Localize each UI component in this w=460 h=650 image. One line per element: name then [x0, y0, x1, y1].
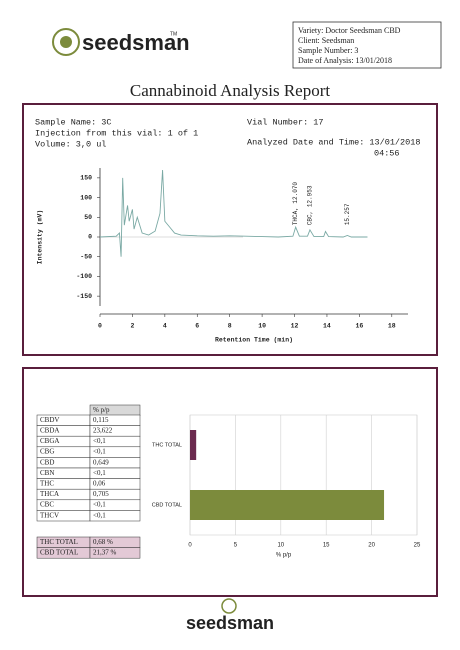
cell-text: CBDA: [40, 427, 59, 435]
y-tick-label: -100: [76, 273, 92, 280]
y-axis-label: Intensity (mV): [37, 210, 44, 265]
bar: [190, 430, 197, 460]
chromatogram-panel: [22, 103, 438, 356]
sample-name: Sample Name: 3C: [35, 117, 112, 127]
x-tick-label: 18: [388, 323, 396, 330]
peak-label: THCA, 12.070: [292, 182, 299, 226]
cell-text: 23,622: [93, 427, 113, 435]
cell-text: 0,06: [93, 480, 106, 488]
cell-text: <0,1: [93, 511, 106, 519]
x-tick-label: 16: [355, 323, 363, 330]
totals-chart: 0 5 10 15 20 25 % p/p THC TOTAL CBD TOTAL: [152, 414, 421, 559]
cell-text: <0,1: [93, 437, 106, 445]
peak-label: 15.257: [344, 203, 351, 225]
y-tick-label: -150: [76, 293, 92, 300]
cell-text: 0,649: [93, 458, 109, 466]
x-tick-label: 25: [414, 543, 421, 549]
cell-text: <0,1: [93, 469, 106, 477]
peak-label: CBC, 12.953: [307, 185, 314, 225]
cell-text: THCA: [40, 490, 59, 498]
volume: Volume: 3,0 ul: [35, 139, 106, 149]
cell-text: CBD: [40, 458, 54, 466]
x-tick-label: 14: [323, 323, 331, 330]
cell-text: CBDV: [40, 416, 59, 424]
x-tick-label: 4: [163, 323, 167, 330]
sample-client: Client: Seedsman: [298, 36, 354, 45]
sample-box: [292, 21, 442, 69]
x-tick-label: 5: [234, 543, 238, 549]
cell-text: CBC: [40, 501, 54, 509]
total-text: 0,68 %: [93, 538, 113, 546]
total-text: THC TOTAL: [40, 538, 78, 546]
y-tick-label: 50: [84, 214, 92, 221]
x-tick-label: 8: [228, 323, 232, 330]
header-text: % p/p: [93, 406, 110, 414]
x-tick-label: 20: [368, 543, 375, 549]
cell-text: <0,1: [93, 501, 106, 509]
sample-date: Date of Analysis: 13/01/2018: [298, 56, 392, 65]
cell-text: CBGA: [40, 437, 59, 445]
logo-emblem-core: [60, 36, 72, 48]
cell-text: THCV: [40, 511, 59, 519]
x-tick-label: 12: [291, 323, 299, 330]
cell: [89, 510, 141, 522]
sample-number: Sample Number: 3: [298, 46, 358, 55]
category-label: THC TOTAL: [152, 442, 182, 448]
x-tick-label: 6: [195, 323, 199, 330]
cell: [89, 547, 141, 559]
x-tick-label: 2: [130, 323, 134, 330]
logo-emblem: [52, 28, 80, 56]
bar: [190, 490, 385, 520]
logo-text: seedsman: [82, 30, 190, 55]
injection: Injection from this vial: 1 of 1: [35, 128, 198, 138]
x-tick-label: 10: [277, 543, 284, 549]
report-title: Cannabinoid Analysis Report: [130, 81, 330, 100]
y-tick-label: -50: [80, 253, 92, 260]
footer-logo: seedsman: [186, 598, 274, 633]
footer-logo-text: seedsman: [186, 613, 274, 633]
y-tick-label: 150: [80, 175, 92, 182]
total-text: 21,37 %: [93, 549, 117, 557]
y-tick-label: 100: [80, 194, 92, 201]
logo: seedsman TM: [52, 28, 190, 56]
x-tick-label: 10: [258, 323, 266, 330]
results-table: % p/p CBDV 0,115 CBDA 23,622 CBGA <0,1 CBG <0,1 C…: [36, 404, 141, 559]
cell-text: CBG: [40, 448, 54, 456]
plot-frame: [189, 414, 418, 536]
chromatogram-line: [99, 169, 368, 257]
analyzed-time: 04:56: [374, 148, 400, 158]
total-text: CBD TOTAL: [40, 549, 78, 557]
category-label: CBD TOTAL: [152, 502, 182, 508]
cell-text: CBN: [40, 469, 54, 477]
cell-text: 0,115: [93, 416, 109, 424]
x-tick-label: 0: [188, 543, 192, 549]
analyzed-date: Analyzed Date and Time: 13/01/2018: [247, 137, 420, 147]
x-axis-label: % p/p: [276, 553, 292, 559]
cell-text: 0,705: [93, 490, 109, 498]
cell-text: <0,1: [93, 448, 106, 456]
cell-text: THC: [40, 480, 54, 488]
footer-emblem: [221, 598, 237, 614]
x-axis-label: Retention Time (min): [215, 337, 293, 344]
vial-number: Vial Number: 17: [247, 117, 324, 127]
y-tick-label: 0: [88, 234, 92, 241]
chromatogram: 150 100 50 0 -50 -100 -150 0 2 4 6 8 10 12 14 16 18 Reten…: [37, 168, 408, 344]
x-tick-label: 15: [323, 543, 330, 549]
logo-tm: TM: [170, 31, 177, 37]
sample-variety: Variety: Doctor Seedsman CBD: [298, 26, 401, 35]
x-tick-label: 0: [98, 323, 102, 330]
